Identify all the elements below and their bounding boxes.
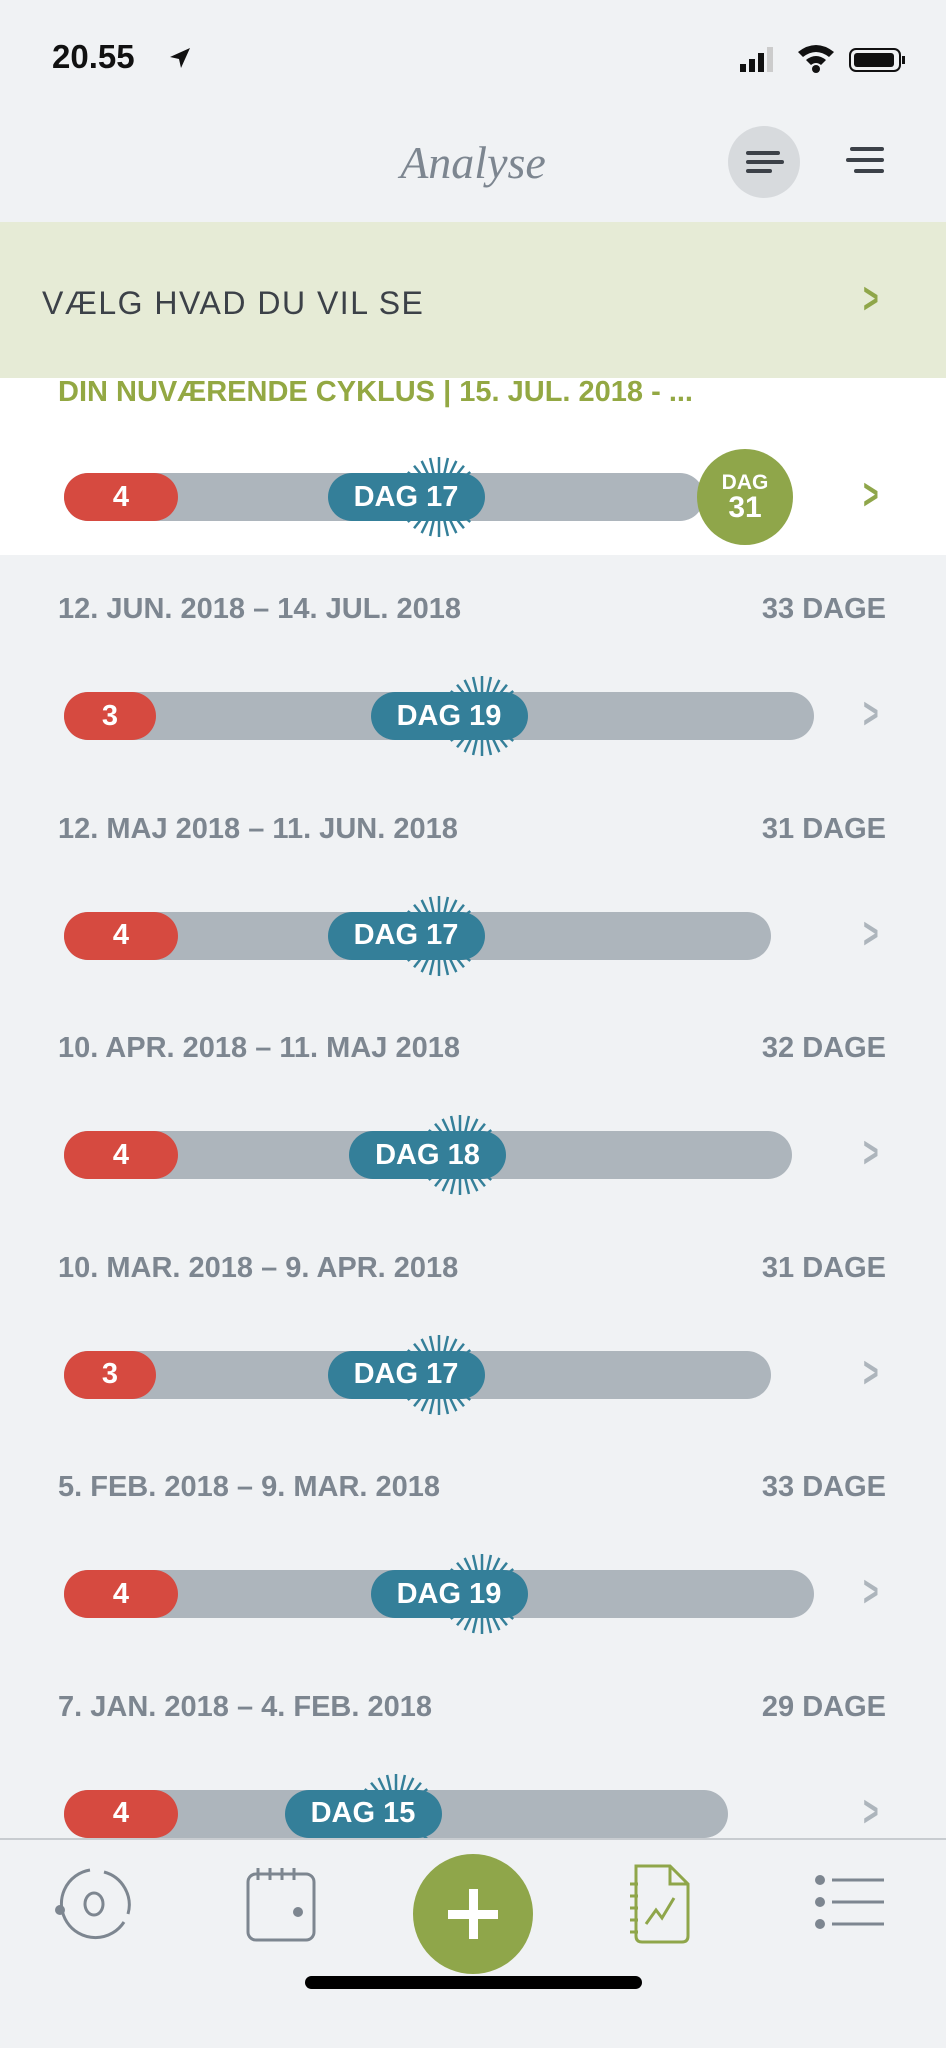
signal-icon: [740, 47, 773, 72]
chevron-right-icon[interactable]: >: [863, 1567, 879, 1616]
add-button[interactable]: [413, 1854, 533, 1974]
cycle-date-range: 5. FEB. 2018 – 9. MAR. 2018: [58, 1471, 441, 1503]
chevron-right-icon[interactable]: >: [863, 689, 879, 738]
wifi-icon: [798, 45, 834, 73]
period-days-pill: 4: [64, 473, 178, 521]
cycle-length: 33 DAGE: [761, 1471, 886, 1503]
battery-icon: [849, 48, 905, 72]
today-label: DAG: [721, 470, 769, 494]
cycle-date-range: 12. MAJ 2018 – 11. JUN. 2018: [58, 812, 458, 845]
plus-icon: [448, 1889, 498, 1939]
cycle-date-range: 12. JUN. 2018 – 14. JUL. 2018: [58, 593, 462, 625]
tab-list[interactable]: [814, 1872, 890, 1932]
current-cycle[interactable]: [0, 378, 946, 555]
period-days-pill: 4: [64, 1789, 178, 1838]
choose-view-label: VÆLG HVAD DU VIL SE: [42, 285, 425, 321]
sort-icon: [746, 151, 784, 173]
menu-button[interactable]: [844, 143, 886, 179]
ovulation-day-pill: DAG 19: [370, 1570, 528, 1618]
cycle-length: 33 DAGE: [761, 593, 886, 625]
tab-cycle[interactable]: [52, 1862, 138, 1948]
page-title: Analyse: [400, 137, 546, 188]
ovulation-day-pill: DAG 18: [349, 1131, 506, 1179]
chevron-right-icon[interactable]: >: [863, 1128, 879, 1177]
cycle-date-range: 10. MAR. 2018 – 9. APR. 2018: [58, 1251, 459, 1284]
ovulation-day-pill: DAG 15: [284, 1789, 442, 1838]
current-cycle-title: DIN NUVÆRENDE CYKLUS | 15. JUL. 2018 - .…: [58, 376, 693, 408]
ovulation-day-pill: DAG 19: [370, 692, 528, 740]
status-icons: [740, 45, 905, 73]
ovulation-day-pill: DAG 17: [327, 911, 485, 960]
period-days-pill: 4: [64, 911, 178, 960]
sort-button[interactable]: [728, 126, 800, 198]
period-days-pill: 3: [64, 1350, 156, 1399]
tab-analysis[interactable]: [628, 1862, 696, 1948]
cycle-length: 29 DAGE: [761, 1690, 886, 1723]
chevron-right-icon[interactable]: >: [863, 1347, 879, 1397]
period-days-pill: 4: [64, 1131, 178, 1179]
home-indicator: [305, 1976, 642, 1989]
cycle-date-range: 7. JAN. 2018 – 4. FEB. 2018: [58, 1690, 432, 1723]
cycle-length: 31 DAGE: [761, 812, 886, 845]
today-marker: DAG 31: [697, 449, 793, 545]
choose-view-banner[interactable]: [0, 222, 946, 378]
location-arrow-icon: [170, 48, 190, 68]
cycle-length: 31 DAGE: [761, 1251, 886, 1284]
ovulation-day-pill: DAG 17: [327, 473, 485, 521]
period-days-pill: 4: [64, 1570, 178, 1618]
chevron-right-icon[interactable]: >: [863, 1786, 879, 1836]
chevron-right-icon: >: [863, 470, 879, 519]
cycle-date-range: 10. APR. 2018 – 11. MAJ 2018: [58, 1032, 460, 1064]
chevron-right-icon: >: [863, 274, 879, 323]
today-day: 31: [728, 490, 762, 524]
status-time: 20.55: [52, 38, 135, 75]
chevron-right-icon[interactable]: >: [863, 908, 879, 958]
ovulation-day-pill: DAG 17: [327, 1350, 485, 1399]
cycle-length: 32 DAGE: [761, 1032, 886, 1064]
period-days-pill: 3: [64, 692, 156, 740]
tab-calendar[interactable]: [246, 1866, 318, 1946]
